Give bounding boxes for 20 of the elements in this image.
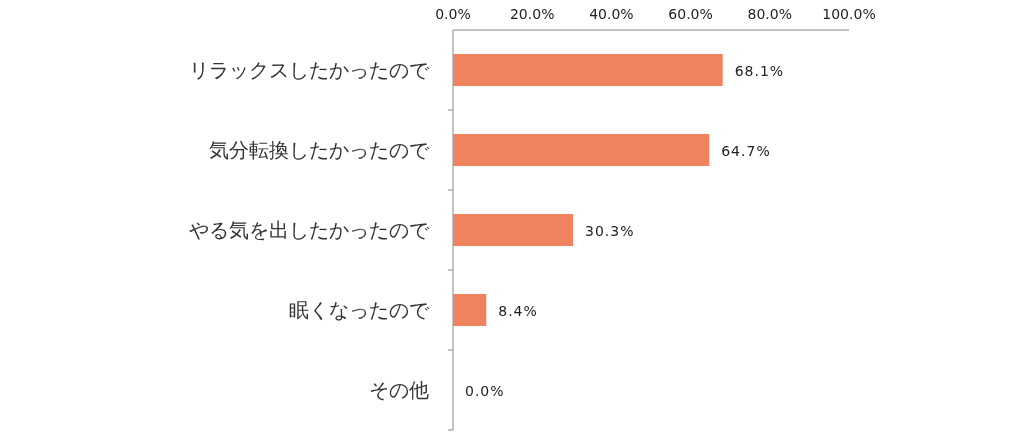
data-label: 30.3% xyxy=(584,223,635,239)
y-tick-label: やる気を出したかったので xyxy=(189,218,430,242)
x-tick-label: 20.0% xyxy=(509,6,555,22)
y-tick-label: その他 xyxy=(369,378,429,402)
data-label: 8.4% xyxy=(498,303,538,319)
bar xyxy=(453,294,487,326)
x-tick-label: 0.0% xyxy=(435,6,471,22)
bar xyxy=(453,54,723,86)
data-label: 64.7% xyxy=(721,143,771,159)
x-tick-label: 80.0% xyxy=(747,6,793,22)
x-tick-label: 60.0% xyxy=(668,6,713,22)
x-tick-label: 100.0% xyxy=(822,6,876,22)
y-tick-label: 気分転換したかったので xyxy=(209,138,430,162)
data-label: 0.0% xyxy=(465,383,505,399)
data-label: 68.1% xyxy=(734,63,785,79)
bar xyxy=(453,134,710,166)
bar xyxy=(453,214,573,246)
y-tick-label: 眠くなったので xyxy=(289,298,430,322)
y-tick-label: リラックスしたかったので xyxy=(189,58,430,82)
x-tick-label: 40.0% xyxy=(589,6,634,22)
